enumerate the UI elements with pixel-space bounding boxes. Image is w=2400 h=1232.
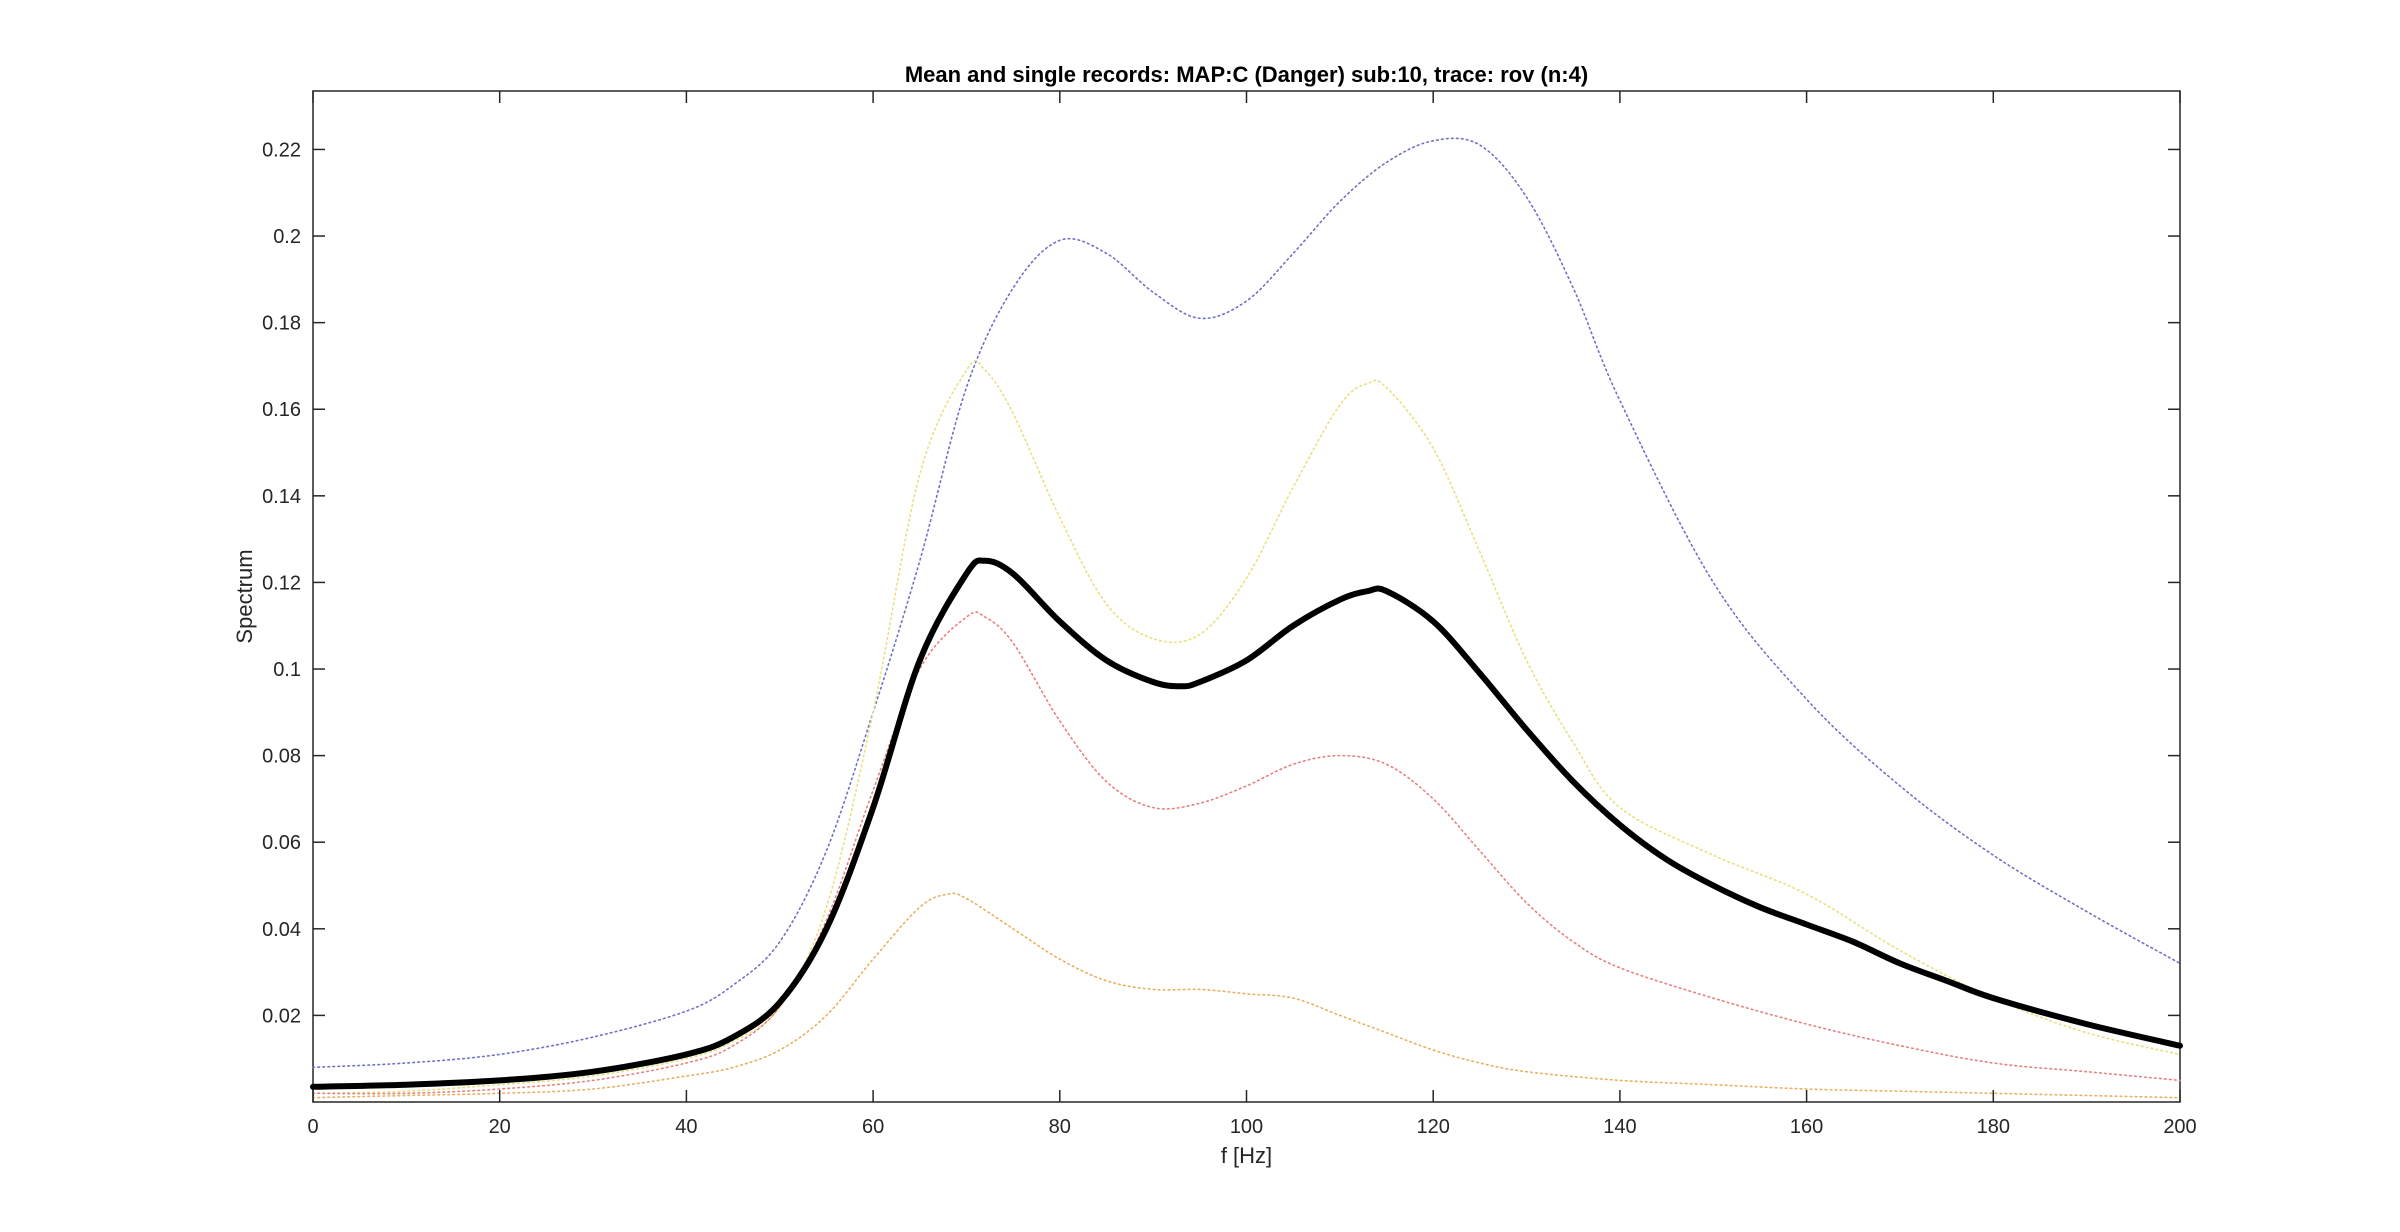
axes-box — [312, 90, 2181, 1103]
x-tick-label: 100 — [1230, 1116, 1263, 1138]
x-tick-label: 80 — [1049, 1116, 1071, 1138]
x-axis-ticks: 0 20 40 60 80 100 120 140 160 180 200 — [307, 91, 2197, 1138]
x-tick-label: 120 — [1417, 1116, 1450, 1138]
plot-area: 0 20 40 60 80 100 120 140 160 180 200 0.02 0.04 0.06… — [262, 90, 2197, 1138]
series-line-mean — [310, 557, 2183, 1090]
y-tick-label: 0.2 — [273, 226, 301, 248]
y-tick-label: 0.04 — [262, 919, 301, 941]
y-axis-label: Spectrum — [232, 549, 257, 643]
y-tick-label: 0.16 — [262, 399, 301, 421]
y-tick-label: 0.1 — [273, 659, 301, 681]
x-tick-label: 200 — [2163, 1116, 2196, 1138]
y-tick-label: 0.08 — [262, 746, 301, 768]
series-line-record-1 — [312, 137, 2181, 1069]
series-line-record-3 — [312, 611, 2181, 1095]
y-tick-label: 0.18 — [262, 313, 301, 335]
y-tick-label: 0.06 — [262, 832, 301, 854]
y-tick-label: 0.02 — [262, 1005, 301, 1027]
x-tick-label: 20 — [489, 1116, 511, 1138]
x-tick-label: 60 — [862, 1116, 884, 1138]
series-layer — [310, 137, 2183, 1099]
x-tick-label: 180 — [1977, 1116, 2010, 1138]
series-line-record-4 — [312, 892, 2181, 1099]
x-tick-label: 40 — [675, 1116, 697, 1138]
x-axis-label: f [Hz] — [1221, 1143, 1272, 1168]
x-tick-label: 0 — [307, 1116, 318, 1138]
x-tick-label: 160 — [1790, 1116, 1823, 1138]
x-tick-label: 140 — [1603, 1116, 1636, 1138]
y-tick-label: 0.12 — [262, 572, 301, 594]
y-tick-label: 0.14 — [262, 486, 301, 508]
chart-title: Mean and single records: MAP:C (Danger) … — [905, 62, 1588, 87]
y-axis-ticks: 0.02 0.04 0.06 0.08 0.1 0.12 0.14 0.16 0.18 0.2 0.… — [262, 139, 2180, 1027]
y-tick-label: 0.22 — [262, 139, 301, 161]
series-line-record-2 — [312, 359, 2181, 1095]
